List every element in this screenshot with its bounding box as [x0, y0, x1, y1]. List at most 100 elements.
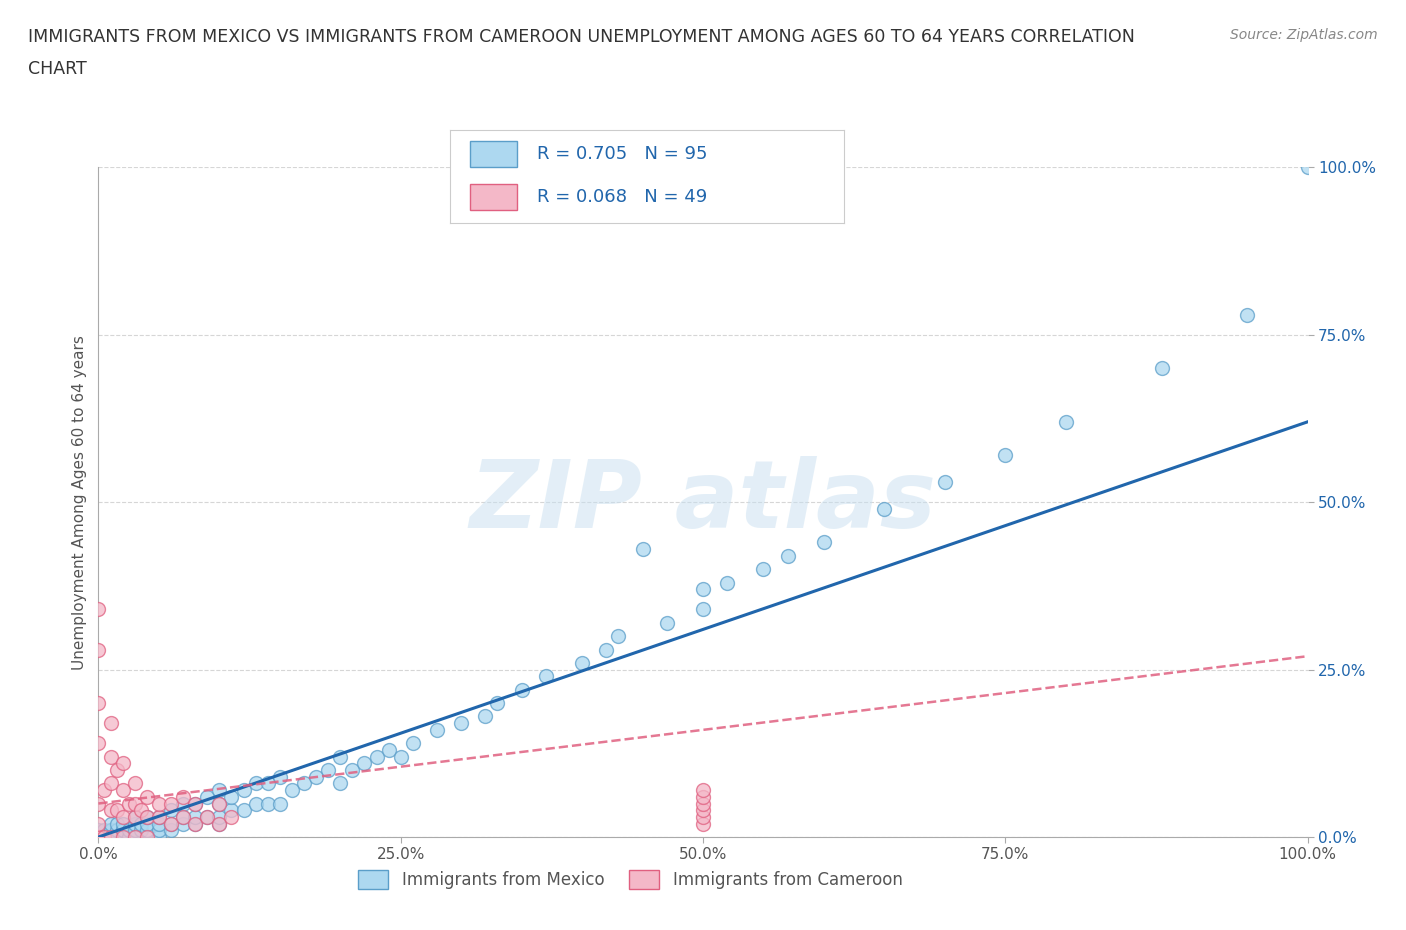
- Point: [195, 790, 218, 804]
- Point: [87, 602, 110, 617]
- Point: [1054, 415, 1077, 430]
- Point: [305, 769, 328, 784]
- Point: [402, 736, 425, 751]
- Point: [692, 582, 714, 597]
- Point: [129, 823, 152, 838]
- Point: [221, 803, 243, 817]
- Point: [245, 776, 267, 790]
- Point: [124, 830, 146, 844]
- Point: [87, 830, 110, 844]
- Point: [135, 809, 157, 824]
- Legend: Immigrants from Mexico, Immigrants from Cameroon: Immigrants from Mexico, Immigrants from …: [352, 863, 910, 896]
- Point: [342, 763, 364, 777]
- Point: [135, 830, 157, 844]
- Point: [118, 796, 141, 811]
- Point: [135, 817, 157, 831]
- Point: [172, 796, 194, 811]
- Point: [87, 796, 110, 811]
- Point: [208, 817, 231, 831]
- Point: [366, 750, 388, 764]
- Text: CHART: CHART: [28, 60, 87, 78]
- Point: [124, 809, 146, 824]
- Point: [87, 642, 110, 657]
- Point: [269, 796, 291, 811]
- Point: [100, 750, 122, 764]
- Point: [184, 796, 207, 811]
- Point: [873, 501, 896, 516]
- Point: [118, 830, 141, 844]
- Point: [160, 823, 183, 838]
- Point: [100, 823, 122, 838]
- Point: [111, 830, 134, 844]
- Point: [655, 616, 678, 631]
- Point: [172, 817, 194, 831]
- Point: [111, 817, 134, 831]
- Point: [486, 696, 509, 711]
- Point: [510, 683, 533, 698]
- Point: [100, 823, 122, 838]
- Point: [129, 817, 152, 831]
- Point: [1296, 160, 1319, 175]
- Text: R = 0.705   N = 95: R = 0.705 N = 95: [537, 145, 707, 164]
- Point: [221, 790, 243, 804]
- Point: [631, 541, 654, 556]
- Point: [93, 830, 115, 844]
- Point: [124, 817, 146, 831]
- Point: [87, 830, 110, 844]
- FancyBboxPatch shape: [470, 184, 517, 210]
- Point: [172, 809, 194, 824]
- Point: [135, 790, 157, 804]
- Point: [105, 803, 128, 817]
- Point: [148, 809, 170, 824]
- Point: [111, 823, 134, 838]
- Point: [148, 809, 170, 824]
- Point: [692, 602, 714, 617]
- Point: [160, 817, 183, 831]
- Y-axis label: Unemployment Among Ages 60 to 64 years: Unemployment Among Ages 60 to 64 years: [72, 335, 87, 670]
- Text: R = 0.068   N = 49: R = 0.068 N = 49: [537, 188, 707, 206]
- Point: [329, 750, 352, 764]
- Point: [124, 796, 146, 811]
- Point: [100, 830, 122, 844]
- Point: [87, 830, 110, 844]
- Point: [221, 809, 243, 824]
- Point: [208, 809, 231, 824]
- Text: ZIP atlas: ZIP atlas: [470, 457, 936, 548]
- Point: [93, 823, 115, 838]
- Point: [256, 796, 278, 811]
- Text: Source: ZipAtlas.com: Source: ZipAtlas.com: [1230, 28, 1378, 42]
- Point: [172, 809, 194, 824]
- FancyBboxPatch shape: [470, 141, 517, 167]
- Point: [474, 709, 496, 724]
- Point: [184, 817, 207, 831]
- Point: [124, 776, 146, 790]
- Point: [129, 803, 152, 817]
- Point: [111, 830, 134, 844]
- Point: [195, 809, 218, 824]
- Point: [692, 803, 714, 817]
- Point: [692, 790, 714, 804]
- Point: [934, 474, 956, 489]
- Point: [148, 796, 170, 811]
- Point: [232, 783, 254, 798]
- Point: [160, 817, 183, 831]
- Point: [692, 809, 714, 824]
- Point: [377, 742, 399, 757]
- Point: [776, 549, 799, 564]
- Point: [329, 776, 352, 790]
- Point: [100, 803, 122, 817]
- Point: [353, 756, 375, 771]
- Point: [426, 723, 449, 737]
- Point: [692, 783, 714, 798]
- Point: [160, 796, 183, 811]
- Point: [195, 809, 218, 824]
- Point: [752, 562, 775, 577]
- Point: [118, 823, 141, 838]
- Point: [316, 763, 339, 777]
- Point: [100, 830, 122, 844]
- Point: [100, 716, 122, 731]
- Point: [716, 575, 738, 590]
- Point: [93, 830, 115, 844]
- Point: [87, 736, 110, 751]
- Point: [124, 830, 146, 844]
